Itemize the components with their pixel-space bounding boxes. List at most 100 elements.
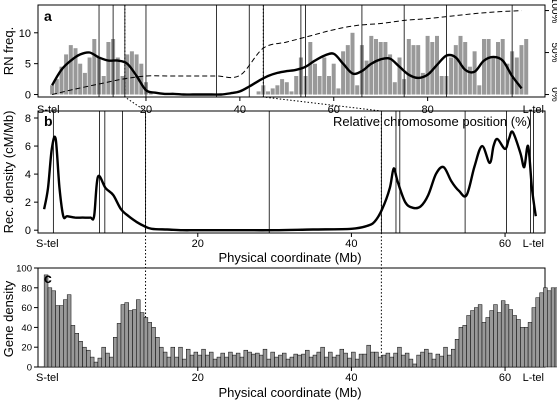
- gene-bar: [420, 351, 425, 368]
- gene-bar: [500, 300, 506, 368]
- bar: [374, 39, 378, 95]
- bar: [416, 45, 421, 95]
- panel-b-lines: [42, 130, 537, 232]
- panel-a-bars: [50, 32, 529, 95]
- bar: [125, 54, 130, 95]
- gene-bar: [105, 352, 110, 368]
- gene-bar: [362, 353, 368, 368]
- gene-bar: [189, 354, 195, 368]
- gene-bar: [78, 341, 83, 368]
- gene-bar: [132, 309, 137, 368]
- panel-a-letter: a: [44, 8, 52, 24]
- gene-bar: [401, 354, 406, 368]
- y-tick-label: 8: [25, 113, 31, 125]
- gene-bar: [397, 346, 402, 368]
- bar: [331, 63, 336, 95]
- bar: [327, 76, 331, 95]
- x-end-label-end: L-tel: [523, 372, 544, 384]
- y-tick-label: 5: [25, 59, 31, 71]
- bar: [120, 76, 125, 95]
- bar: [355, 85, 360, 95]
- panel-c-ticks: 0 20 40 60 80 100 20 40 60 S-tel L-tel: [16, 264, 544, 385]
- gene-bar: [504, 304, 510, 368]
- gene-bar: [63, 299, 68, 368]
- bar: [350, 32, 355, 95]
- bar: [519, 45, 524, 95]
- gene-bar: [316, 351, 321, 368]
- gene-bar: [343, 352, 348, 368]
- panel-a-frame: [37, 4, 546, 98]
- gene-bar: [339, 348, 344, 368]
- panel-a-lines: [51, 10, 523, 96]
- gene-bar: [378, 356, 383, 368]
- gene-bar: [247, 351, 252, 368]
- gene-bar: [297, 354, 302, 368]
- gene-bar: [239, 356, 245, 368]
- gene-bar: [331, 356, 337, 368]
- x-tick-label: 80: [422, 104, 434, 116]
- gene-bar: [251, 353, 256, 368]
- gene-bar: [408, 358, 414, 368]
- gene-bar: [351, 351, 356, 368]
- gene-bar: [178, 346, 183, 368]
- gene-bar: [374, 351, 379, 368]
- bar: [284, 82, 289, 95]
- y-tick-label: 0: [25, 90, 31, 102]
- gene-bar: [270, 351, 275, 368]
- bar: [467, 66, 472, 95]
- gene-bar: [182, 358, 187, 368]
- bar: [294, 76, 299, 95]
- bar: [256, 91, 261, 95]
- panel-b-letter: b: [44, 113, 53, 129]
- panel-c: 0 20 40 60 80 100 20 40 60 S-tel L-tel c Gene dens…: [1, 264, 557, 400]
- x-end-label-start: S-tel: [36, 238, 59, 250]
- bar: [505, 63, 510, 95]
- gene-bar: [205, 354, 210, 368]
- gene-bar: [289, 356, 295, 368]
- gene-bar: [416, 354, 421, 368]
- gene-bar: [97, 357, 103, 368]
- gene-bar: [59, 305, 64, 368]
- gene-bar: [155, 337, 160, 368]
- gene-bar: [454, 339, 460, 368]
- bar: [341, 51, 346, 95]
- gene-bar: [220, 352, 225, 368]
- x-tick-label: 60: [328, 104, 340, 116]
- gene-bar: [116, 323, 122, 368]
- bar: [430, 42, 435, 95]
- bar: [139, 63, 144, 95]
- gene-bar: [543, 287, 548, 368]
- gene-bar: [47, 287, 53, 368]
- gene-bar: [393, 352, 398, 368]
- gene-bar: [312, 354, 318, 368]
- gene-bar: [224, 356, 229, 368]
- panel-c-ylabel: Gene density: [1, 280, 16, 357]
- bar: [449, 57, 454, 95]
- gene-bar: [212, 358, 218, 368]
- gene-bar: [193, 351, 199, 368]
- bar: [491, 57, 496, 95]
- bar: [500, 39, 505, 95]
- bar: [514, 57, 519, 95]
- gene-bar: [128, 310, 133, 368]
- gene-bar: [516, 319, 521, 368]
- gene-bar: [308, 356, 314, 368]
- bar: [50, 85, 55, 95]
- bar: [280, 79, 285, 95]
- bar: [453, 45, 458, 95]
- gene-bar: [443, 346, 448, 368]
- gene-bar: [170, 346, 175, 368]
- gene-bar: [435, 353, 441, 368]
- panel-b-ticks: 0 2 4 6 8 20 40 60 S-tel L-tel: [25, 113, 544, 250]
- bar: [275, 85, 280, 95]
- gene-bar: [120, 304, 126, 368]
- gene-bar: [447, 354, 452, 368]
- bar: [322, 57, 327, 95]
- gene-bar: [497, 312, 502, 368]
- gene-bar: [258, 354, 264, 368]
- gene-bar: [381, 354, 387, 368]
- gene-bar: [335, 354, 341, 368]
- gene-bar: [262, 348, 268, 368]
- x-tick-label: 60: [499, 238, 511, 250]
- gene-bar: [70, 325, 76, 368]
